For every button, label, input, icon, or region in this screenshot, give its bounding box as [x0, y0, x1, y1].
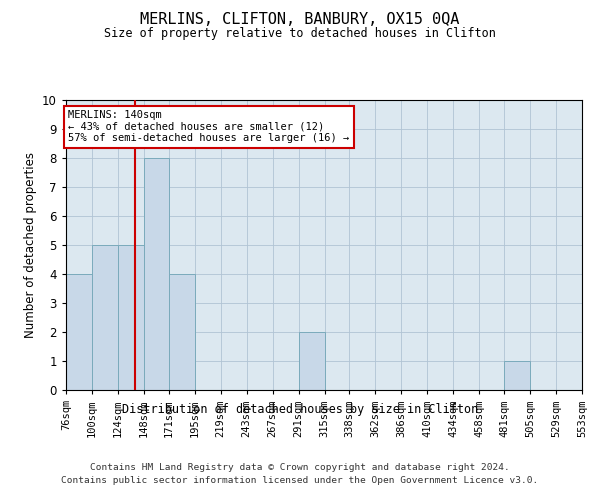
Y-axis label: Number of detached properties: Number of detached properties: [23, 152, 37, 338]
Text: Distribution of detached houses by size in Clifton: Distribution of detached houses by size …: [122, 402, 478, 415]
Text: Contains public sector information licensed under the Open Government Licence v3: Contains public sector information licen…: [61, 476, 539, 485]
Bar: [299, 332, 325, 390]
Bar: [118, 245, 144, 390]
Text: MERLINS: 140sqm
← 43% of detached houses are smaller (12)
57% of semi-detached h: MERLINS: 140sqm ← 43% of detached houses…: [68, 110, 349, 144]
Text: Size of property relative to detached houses in Clifton: Size of property relative to detached ho…: [104, 28, 496, 40]
Text: MERLINS, CLIFTON, BANBURY, OX15 0QA: MERLINS, CLIFTON, BANBURY, OX15 0QA: [140, 12, 460, 28]
Bar: [66, 274, 92, 390]
Bar: [144, 158, 169, 390]
Bar: [92, 245, 118, 390]
Bar: [169, 274, 195, 390]
Bar: [504, 361, 530, 390]
Text: Contains HM Land Registry data © Crown copyright and database right 2024.: Contains HM Land Registry data © Crown c…: [90, 462, 510, 471]
